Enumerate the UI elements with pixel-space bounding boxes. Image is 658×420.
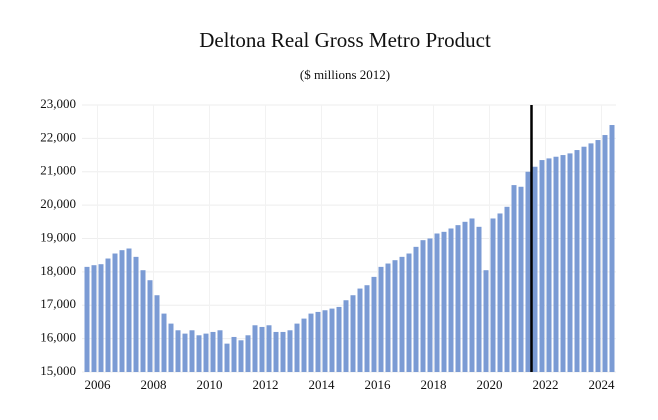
bar	[609, 125, 615, 373]
bar	[483, 270, 489, 372]
bar	[553, 156, 559, 372]
bar	[364, 285, 370, 372]
bar	[392, 260, 398, 372]
bar	[168, 323, 174, 372]
bar	[574, 150, 580, 372]
bar	[420, 240, 426, 372]
x-tick-label: 2008	[141, 377, 167, 392]
bar	[546, 158, 552, 372]
bar	[532, 166, 538, 372]
bar	[322, 310, 328, 372]
bar	[133, 256, 139, 372]
y-tick-label: 19,000	[40, 229, 76, 244]
bar	[280, 331, 286, 372]
bar	[455, 225, 461, 372]
bar	[266, 325, 272, 372]
bar	[238, 340, 244, 372]
y-tick-label: 18,000	[40, 263, 76, 278]
bar	[357, 288, 363, 372]
bar	[105, 258, 111, 372]
bar	[497, 213, 503, 372]
bar	[595, 140, 601, 372]
bar	[301, 318, 307, 372]
bar	[371, 276, 377, 372]
x-tick-label: 2020	[477, 377, 503, 392]
bar	[511, 185, 517, 372]
bar	[98, 264, 104, 372]
bar	[490, 218, 496, 372]
bar	[126, 248, 132, 372]
bar	[161, 313, 167, 372]
bar	[560, 155, 566, 372]
x-tick-label: 2016	[365, 377, 392, 392]
bar	[525, 171, 531, 372]
y-tick-label: 23,000	[40, 96, 76, 111]
bar	[441, 231, 447, 372]
y-tick-label: 17,000	[40, 296, 76, 311]
chart-title: Deltona Real Gross Metro Product	[199, 28, 491, 52]
bar	[315, 311, 321, 372]
y-tick-label: 15,000	[40, 363, 76, 378]
bar	[602, 135, 608, 372]
bar	[217, 330, 223, 372]
bar	[196, 335, 202, 372]
y-tick-label: 20,000	[40, 196, 76, 211]
bar	[434, 233, 440, 372]
bar	[154, 295, 160, 372]
bar	[378, 266, 384, 372]
bar	[91, 265, 97, 372]
bar	[399, 256, 405, 372]
bar	[252, 325, 258, 372]
bar	[140, 270, 146, 372]
bar	[175, 330, 181, 372]
bar	[462, 221, 468, 372]
x-tick-label: 2022	[533, 377, 559, 392]
y-tick-label: 16,000	[40, 330, 76, 345]
bar	[427, 238, 433, 372]
bar	[203, 333, 209, 372]
bar	[231, 336, 237, 372]
bar	[119, 250, 125, 372]
x-tick-label: 2012	[253, 377, 279, 392]
y-tick-label: 21,000	[40, 163, 76, 178]
bar	[343, 300, 349, 372]
x-tick-label: 2014	[309, 377, 336, 392]
bar	[308, 313, 314, 372]
bar	[210, 331, 216, 372]
bar	[84, 266, 90, 372]
bar	[504, 206, 510, 372]
bar	[329, 308, 335, 372]
bar	[294, 323, 300, 372]
bar	[245, 335, 251, 372]
bar	[567, 153, 573, 372]
y-tick-label: 22,000	[40, 129, 76, 144]
bar	[406, 253, 412, 372]
x-tick-label: 2006	[85, 377, 112, 392]
bar	[273, 331, 279, 372]
bar	[287, 330, 293, 372]
x-tick-label: 2018	[421, 377, 447, 392]
bar	[469, 218, 475, 372]
x-tick-label: 2024	[589, 377, 616, 392]
bar	[385, 263, 391, 372]
x-tick-label: 2010	[197, 377, 223, 392]
bar	[476, 226, 482, 372]
bar	[588, 143, 594, 372]
bar	[112, 253, 118, 372]
bar	[518, 186, 524, 372]
bar	[147, 280, 153, 372]
bar	[539, 160, 545, 372]
bar	[189, 330, 195, 372]
bar	[581, 146, 587, 372]
bar	[413, 246, 419, 372]
bar	[182, 333, 188, 372]
bar	[259, 326, 265, 372]
bar	[224, 343, 230, 372]
bar	[336, 306, 342, 372]
chart-subtitle: ($ millions 2012)	[300, 67, 390, 82]
bar	[448, 228, 454, 372]
bar	[350, 295, 356, 372]
